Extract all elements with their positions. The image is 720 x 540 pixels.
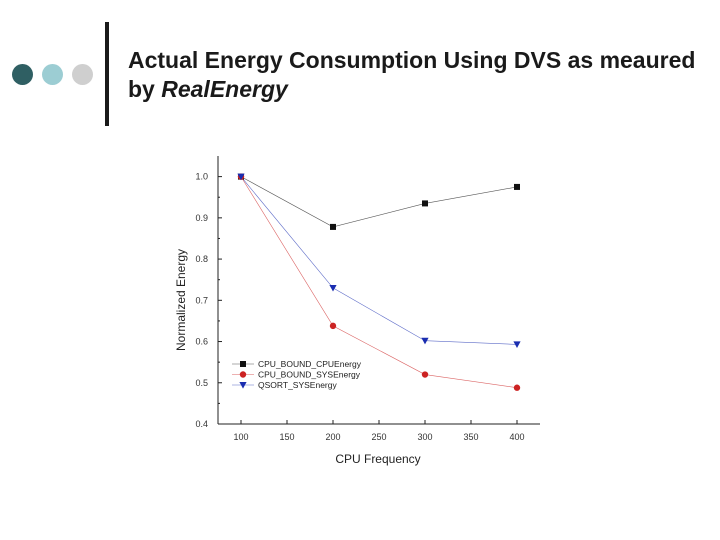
dot-dark-teal: [12, 64, 33, 85]
data-point: [329, 284, 337, 292]
x-axis-label: CPU Frequency: [335, 452, 420, 466]
chart-series-points: [237, 173, 521, 391]
x-tick-label: 350: [463, 432, 478, 442]
x-tick-label: 150: [279, 432, 294, 442]
legend-marker: [239, 371, 247, 378]
data-point: [422, 200, 428, 207]
y-tick-label: 1.0: [195, 172, 208, 182]
chart-series-lines: [240, 176, 518, 389]
data-point: [329, 322, 337, 330]
legend-label: CPU_BOUND_CPUEnergy: [258, 359, 362, 369]
dot-gray: [72, 64, 93, 85]
chart-legend: CPU_BOUND_CPUEnergyCPU_BOUND_SYSEnergyQS…: [232, 359, 362, 390]
x-tick-label: 200: [325, 432, 340, 442]
y-axis-label: Normalized Energy: [174, 249, 188, 351]
y-tick-label: 0.5: [195, 378, 208, 388]
data-point: [237, 173, 245, 181]
series-line: [240, 176, 518, 389]
x-tick-label: 100: [233, 432, 248, 442]
chart-axes: 0.4 0.5 0.6 0.7 0.8 0.9 1.0 100 150 200 250 300 350 4…: [195, 156, 540, 442]
data-point: [421, 371, 429, 378]
y-tick-label: 0.6: [195, 337, 208, 347]
data-point: [513, 384, 521, 391]
legend-marker: [239, 382, 247, 389]
title-divider: [105, 22, 109, 126]
y-tick-label: 0.8: [195, 254, 208, 264]
y-tick-label: 0.9: [195, 213, 208, 223]
slide-title: Actual Energy Consumption Using DVS as m…: [128, 46, 698, 104]
slide-title-emphasis: RealEnergy: [161, 76, 288, 102]
slide-title-main: Actual Energy Consumption Using DVS as m…: [128, 47, 696, 102]
series-line: [240, 176, 518, 228]
dot-light-teal: [42, 64, 63, 85]
data-point: [330, 223, 336, 230]
x-tick-label: 250: [371, 432, 386, 442]
x-tick-label: 400: [509, 432, 524, 442]
legend-label: CPU_BOUND_SYSEnergy: [258, 370, 361, 380]
data-point: [421, 337, 429, 345]
y-tick-label: 0.7: [195, 295, 208, 305]
y-tick-label: 0.4: [195, 419, 208, 429]
data-point: [514, 183, 520, 190]
x-tick-label: 300: [417, 432, 432, 442]
decorative-dots: [12, 64, 96, 86]
legend-label: QSORT_SYSEnergy: [258, 380, 337, 390]
series-line: [240, 176, 518, 345]
legend-marker: [240, 361, 246, 367]
data-point: [513, 341, 521, 349]
